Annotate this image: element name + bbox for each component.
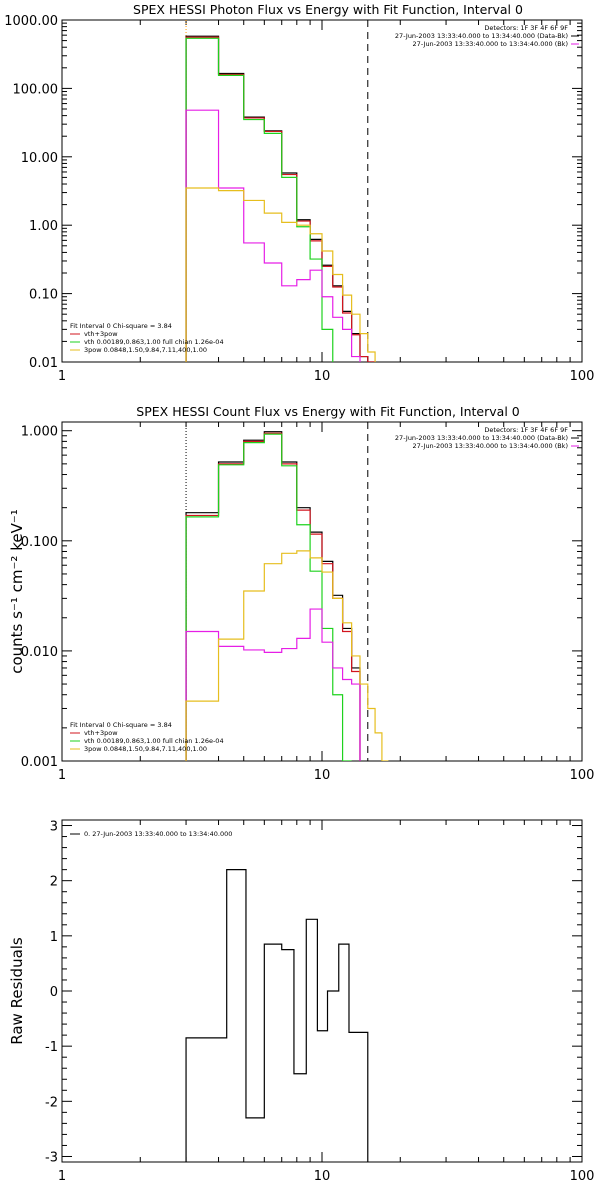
series-5-histogram <box>185 187 389 362</box>
legend-bottom-line-3: vth 0.00189,0.863,1.00 full chian 1.26e-… <box>84 338 224 346</box>
legend-top-line-3: 27-Jun-2003 13:33:40.000 to 13:34:40.000… <box>413 442 568 450</box>
y-tick-label: 10.00 <box>21 151 58 166</box>
x-tick-label: 100 <box>570 768 595 783</box>
y-tick-label: 0.10 <box>29 288 58 303</box>
legend-top-line-2: 27-Jun-2003 13:33:40.000 to 13:34:40.000… <box>395 434 568 442</box>
legend-bottom-line-4: 3pow 0.0848,1.50,9.84,7.11,400,1.00 <box>84 745 207 753</box>
legend-bottom-line-4: 3pow 0.0848,1.50,9.84,7.11,400,1.00 <box>84 346 207 354</box>
data-layer <box>185 20 389 362</box>
series-2-histogram <box>185 432 361 761</box>
legend-bottom-line-1: Fit Interval 0 Chi-square = 3.84 <box>70 322 172 330</box>
x-tick-label: 100 <box>570 1169 595 1184</box>
x-tick-label: 100 <box>570 369 595 384</box>
y-tick-label: 1000.00 <box>4 14 58 29</box>
y-tick-label: 1 <box>50 930 58 945</box>
residual-legend: 0. 27-Jun-2003 13:33:40.000 to 13:34:40.… <box>84 830 232 838</box>
y-tick-label: 3 <box>50 820 58 835</box>
y-tick-label: -2 <box>45 1095 58 1110</box>
chart-title: SPEX HESSI Photon Flux vs Energy with Fi… <box>133 2 523 17</box>
series-1-histogram <box>185 869 369 1162</box>
y-tick-label: 0.100 <box>21 535 58 550</box>
y-axis-label: counts s⁻¹ cm⁻² keV⁻¹ <box>8 509 26 674</box>
x-tick-label: 1 <box>58 1169 66 1184</box>
y-axis-label: Raw Residuals <box>8 937 26 1045</box>
legend-top-line-1: Detectors: 1F 3F 4F 6F 9F <box>484 426 568 434</box>
legend-bottom-line-2: vth+3pow <box>84 729 118 737</box>
chart-title: SPEX HESSI Count Flux vs Energy with Fit… <box>136 404 519 419</box>
data-layer <box>185 422 389 761</box>
x-tick-label: 10 <box>314 369 331 384</box>
y-tick-label: 0.010 <box>21 645 58 660</box>
plot-frame <box>61 819 583 1163</box>
series-3-histogram <box>185 37 344 362</box>
y-tick-label: 100.00 <box>13 82 59 97</box>
series-3-histogram <box>185 433 352 761</box>
series-4-histogram <box>185 109 361 362</box>
legend-bottom-line-1: Fit Interval 0 Chi-square = 3.84 <box>70 721 172 729</box>
y-tick-label: 2 <box>50 875 58 890</box>
x-tick-label: 10 <box>314 768 331 783</box>
legend-top-line-1: Detectors: 1F 3F 4F 6F 9F <box>484 24 568 32</box>
y-tick-label: 1.000 <box>21 425 58 440</box>
legend-top-line-3: 27-Jun-2003 13:33:40.000 to 13:34:40.000… <box>413 40 568 48</box>
series-5-histogram <box>185 550 389 761</box>
x-tick-label: 1 <box>58 369 66 384</box>
series-1-histogram <box>185 431 361 761</box>
y-tick-label: 0.01 <box>29 356 58 371</box>
y-tick-label: -1 <box>45 1040 58 1055</box>
data-layer <box>185 869 369 1162</box>
series-2-histogram <box>185 36 376 362</box>
chart-panel-1: SPEX HESSI Photon Flux vs Energy with Fi… <box>4 2 594 384</box>
x-tick-label: 10 <box>314 1169 331 1184</box>
y-tick-label: 0.001 <box>21 755 58 770</box>
legend-bottom-line-2: vth+3pow <box>84 330 118 338</box>
y-tick-label: 1.00 <box>29 219 58 234</box>
x-tick-label: 1 <box>58 768 66 783</box>
chart-panel-2: SPEX HESSI Count Flux vs Energy with Fit… <box>8 404 594 783</box>
legend-bottom-line-3: vth 0.00189,0.863,1.00 full chian 1.26e-… <box>84 737 224 745</box>
y-tick-label: 0 <box>50 985 58 1000</box>
legend-top-line-2: 27-Jun-2003 13:33:40.000 to 13:34:40.000… <box>395 32 568 40</box>
series-4-histogram <box>185 608 361 761</box>
y-tick-label: -3 <box>45 1150 58 1165</box>
